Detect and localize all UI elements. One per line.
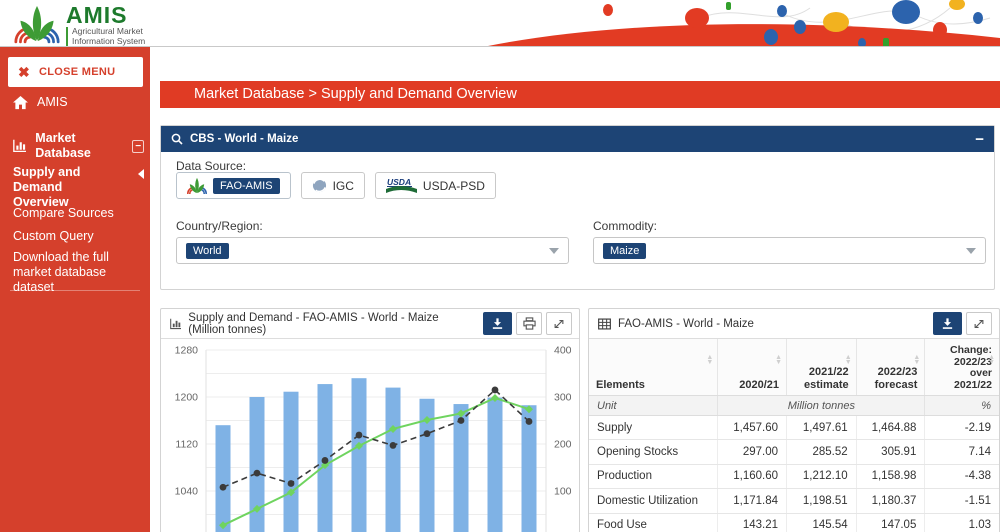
bar-chart-icon bbox=[13, 139, 27, 153]
table-row[interactable]: Production 1,160.60 1,212.10 1,158.98 -4… bbox=[589, 464, 999, 490]
country-selected-tag[interactable]: World bbox=[186, 242, 229, 259]
commodity-label: Commodity: bbox=[593, 219, 658, 233]
sort-icon[interactable]: ▲ ▼ bbox=[913, 354, 921, 366]
banner-decoration bbox=[488, 0, 1000, 46]
sidebar-divider bbox=[10, 290, 140, 291]
home-icon bbox=[13, 95, 28, 109]
close-icon: ✖ bbox=[18, 64, 31, 80]
sort-icon[interactable]: ▲ ▼ bbox=[706, 354, 714, 366]
svg-text:USDA: USDA bbox=[387, 177, 411, 187]
sidebar-item-compare-sources[interactable]: Compare Sources bbox=[13, 206, 114, 220]
chart-icon bbox=[170, 318, 182, 329]
col-header-elements[interactable]: ▲ ▼ Elements bbox=[589, 339, 719, 395]
source-button-fao-amis[interactable]: FAO-AMIS bbox=[176, 172, 291, 199]
download-table-button[interactable] bbox=[933, 312, 962, 335]
chart-panel: Supply and Demand - FAO-AMIS - World - M… bbox=[160, 308, 580, 532]
source-button-usda-psd[interactable]: USDA USDA-PSD bbox=[374, 172, 496, 199]
table-title: FAO-AMIS - World - Maize bbox=[618, 317, 754, 330]
data-source-label: Data Source: bbox=[176, 159, 247, 173]
search-icon bbox=[171, 133, 183, 145]
expand-table-button[interactable] bbox=[966, 312, 992, 335]
logo-subtitle: Agricultural Market Information System bbox=[66, 26, 145, 46]
filter-panel-title: CBS - World - Maize bbox=[190, 133, 299, 145]
amis-logo[interactable]: AMIS Agricultural Market Information Sys… bbox=[14, 3, 145, 46]
download-icon bbox=[942, 318, 953, 329]
igc-logo-icon bbox=[312, 178, 326, 193]
sort-icon[interactable]: ▲ ▼ bbox=[775, 354, 782, 366]
country-select[interactable]: World bbox=[176, 237, 569, 264]
table-row[interactable]: Domestic Utilization 1,171.84 1,198.51 1… bbox=[589, 489, 999, 514]
svg-text:400: 400 bbox=[554, 345, 572, 357]
sidebar-item-supply-demand-overview[interactable]: Supply and Demand Overview bbox=[13, 165, 144, 210]
table-icon bbox=[598, 317, 611, 330]
chart-title: Supply and Demand - FAO-AMIS - World - M… bbox=[188, 311, 439, 336]
supply-demand-chart[interactable]: 1280 1200 1120 1040 400 300 200 100 bbox=[161, 339, 579, 532]
source-button-igc[interactable]: IGC bbox=[300, 172, 365, 199]
svg-text:200: 200 bbox=[554, 439, 572, 451]
table-panel-header: FAO-AMIS - World - Maize bbox=[589, 309, 999, 339]
source-label: FAO-AMIS bbox=[213, 177, 280, 194]
commodity-selected-tag[interactable]: Maize bbox=[603, 242, 647, 259]
amis-logo-icon bbox=[14, 6, 60, 44]
sidebar: ✖ CLOSE MENU AMIS Market Database − Supp… bbox=[0, 47, 150, 532]
col-header-2022-23[interactable]: ▲ ▼ 2022/23 forecast bbox=[857, 339, 926, 395]
chevron-down-icon bbox=[966, 247, 976, 254]
sidebar-item-market-database[interactable]: Market Database − bbox=[13, 131, 144, 161]
svg-text:1280: 1280 bbox=[175, 345, 199, 357]
active-item-arrow-icon bbox=[138, 169, 144, 179]
table-row[interactable]: Food Use 143.21 145.54 147.05 1.03 bbox=[589, 513, 999, 532]
col-header-change[interactable]: ▲ ▼ Change: 2022/23 over 2021/22 bbox=[950, 344, 995, 391]
download-icon bbox=[492, 318, 503, 329]
table-panel: FAO-AMIS - World - Maize bbox=[588, 308, 1000, 532]
expand-icon bbox=[974, 319, 984, 328]
logo-title: AMIS bbox=[66, 2, 128, 28]
usda-logo-icon: USDA bbox=[385, 177, 417, 193]
sidebar-item-amis[interactable]: AMIS bbox=[13, 95, 144, 110]
svg-text:100: 100 bbox=[554, 486, 572, 498]
expand-icon bbox=[554, 319, 564, 328]
data-source-buttons: FAO-AMIS IGC USDA USDA-PSD bbox=[176, 172, 496, 199]
svg-text:1120: 1120 bbox=[175, 439, 198, 451]
expand-chart-button[interactable] bbox=[546, 312, 572, 335]
filter-panel-header: CBS - World - Maize − bbox=[161, 126, 994, 152]
table-header-row: ▲ ▼ Elements ▲ ▼ 2020/21 ▲ ▼ 2021/22 estima… bbox=[589, 339, 999, 396]
filter-panel: CBS - World - Maize − Data Source: bbox=[160, 125, 995, 290]
chart-panel-header: Supply and Demand - FAO-AMIS - World - M… bbox=[161, 309, 579, 339]
table-row[interactable]: Supply 1,457.60 1,497.61 1,464.88 -2.19 bbox=[589, 416, 999, 441]
sidebar-item-download-dataset[interactable]: Download the full market database datase… bbox=[13, 250, 109, 294]
commodity-select[interactable]: Maize bbox=[593, 237, 986, 264]
svg-text:300: 300 bbox=[554, 392, 572, 404]
breadcrumb: Market Database > Supply and Demand Over… bbox=[160, 81, 1000, 108]
close-menu-button[interactable]: ✖ CLOSE MENU bbox=[8, 57, 143, 87]
supply-demand-table: ▲ ▼ Elements ▲ ▼ 2020/21 ▲ ▼ 2021/22 estima… bbox=[589, 339, 999, 532]
source-label: IGC bbox=[332, 178, 354, 193]
table-row[interactable]: Opening Stocks 297.00 285.52 305.91 7.14 bbox=[589, 440, 999, 465]
unit-row: Unit Million tonnes % bbox=[589, 396, 999, 416]
fao-amis-logo-icon bbox=[187, 177, 207, 194]
download-chart-button[interactable] bbox=[483, 312, 512, 335]
sort-icon[interactable]: ▲ ▼ bbox=[988, 354, 995, 366]
country-label: Country/Region: bbox=[176, 219, 263, 233]
svg-text:1040: 1040 bbox=[175, 486, 199, 498]
col-header-2020-21[interactable]: ▲ ▼ 2020/21 bbox=[718, 339, 787, 395]
collapse-panel-icon[interactable]: − bbox=[975, 130, 984, 148]
collapse-section-icon[interactable]: − bbox=[132, 139, 144, 153]
source-label: USDA-PSD bbox=[422, 178, 485, 193]
chevron-down-icon bbox=[549, 247, 559, 254]
col-header-2021-22[interactable]: ▲ ▼ 2021/22 estimate bbox=[787, 339, 857, 395]
svg-text:1200: 1200 bbox=[175, 392, 199, 404]
print-icon bbox=[522, 317, 536, 330]
sort-icon[interactable]: ▲ ▼ bbox=[844, 354, 852, 366]
sidebar-item-custom-query[interactable]: Custom Query bbox=[13, 229, 94, 243]
print-chart-button[interactable] bbox=[516, 312, 542, 335]
top-banner: AMIS Agricultural Market Information Sys… bbox=[0, 0, 1000, 47]
